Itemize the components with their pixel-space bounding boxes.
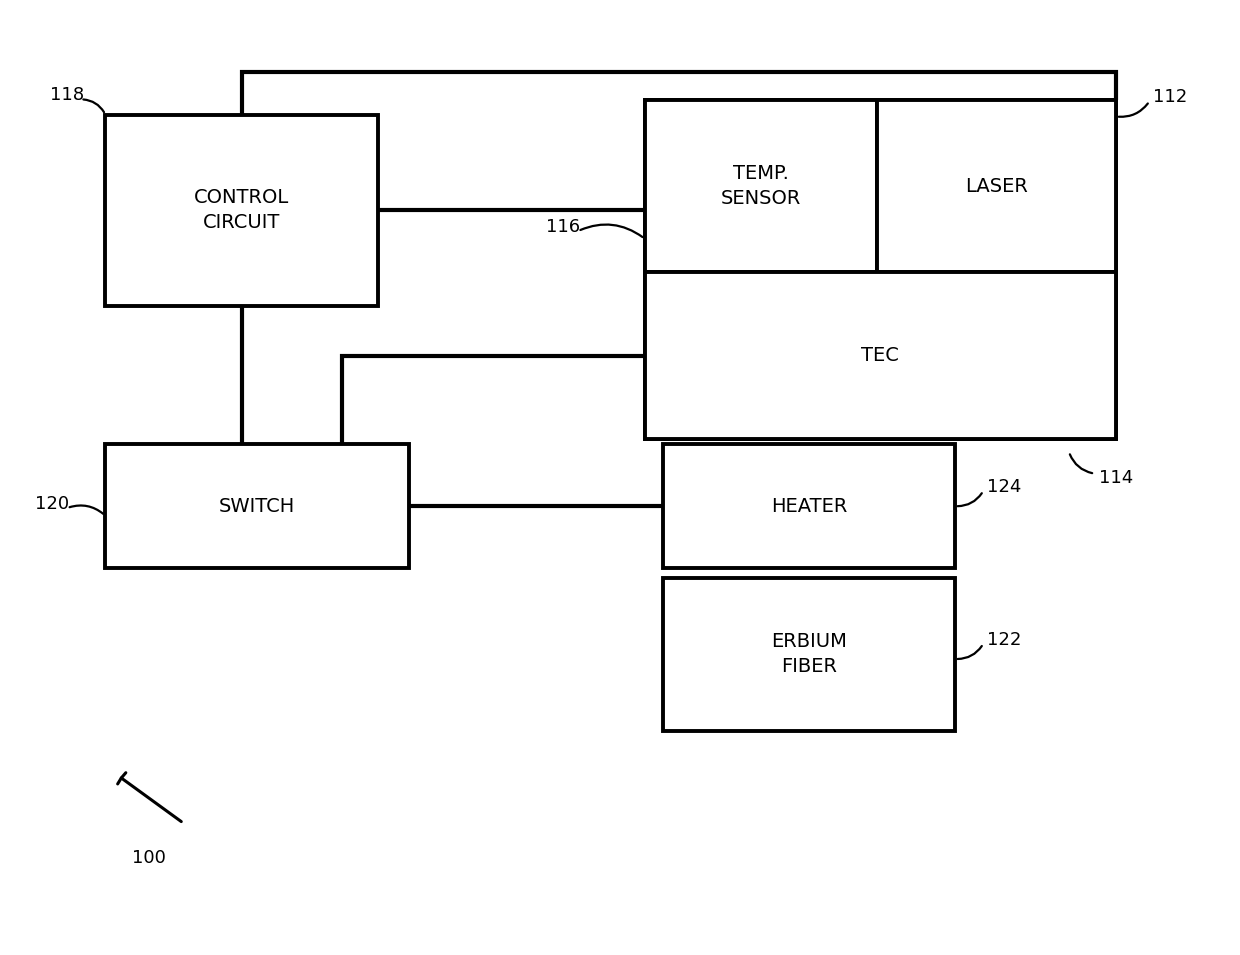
Text: TEC: TEC [862, 347, 899, 365]
Bar [877, 100, 1116, 272]
Text: 100: 100 [131, 849, 166, 866]
Bar [645, 100, 1116, 439]
Text: 116: 116 [546, 219, 580, 236]
Bar [645, 272, 1116, 439]
Text: SWITCH: SWITCH [219, 497, 295, 516]
Bar [105, 115, 378, 306]
Text: TEMP.
SENSOR: TEMP. SENSOR [720, 164, 801, 208]
Text: ERBIUM
FIBER: ERBIUM FIBER [771, 632, 847, 676]
Text: 120: 120 [35, 496, 69, 513]
Bar [663, 444, 955, 568]
Text: HEATER: HEATER [771, 497, 847, 516]
Text: 112: 112 [1153, 89, 1188, 106]
Text: CONTROL
CIRCUIT: CONTROL CIRCUIT [195, 188, 289, 232]
Text: 124: 124 [987, 478, 1022, 496]
Text: 122: 122 [987, 631, 1022, 648]
Bar [105, 444, 409, 568]
Text: 114: 114 [1099, 469, 1133, 486]
Bar [645, 100, 877, 272]
Bar [663, 578, 955, 731]
Text: LASER: LASER [965, 177, 1028, 196]
Text: 118: 118 [50, 87, 84, 104]
